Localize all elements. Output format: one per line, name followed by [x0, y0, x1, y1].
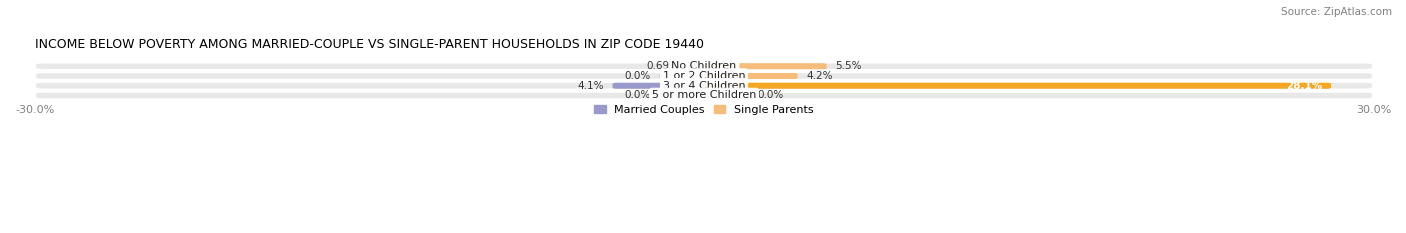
FancyBboxPatch shape: [35, 82, 1374, 90]
Text: 1 or 2 Children: 1 or 2 Children: [662, 71, 745, 81]
FancyBboxPatch shape: [704, 73, 797, 79]
Text: 3 or 4 Children: 3 or 4 Children: [662, 81, 745, 91]
FancyBboxPatch shape: [35, 72, 1374, 80]
Text: No Children: No Children: [672, 61, 737, 71]
Text: 28.1%: 28.1%: [1286, 81, 1322, 91]
FancyBboxPatch shape: [659, 93, 704, 99]
Text: 5 or more Children: 5 or more Children: [652, 90, 756, 100]
Text: INCOME BELOW POVERTY AMONG MARRIED-COUPLE VS SINGLE-PARENT HOUSEHOLDS IN ZIP COD: INCOME BELOW POVERTY AMONG MARRIED-COUPL…: [35, 38, 703, 51]
FancyBboxPatch shape: [35, 91, 1374, 100]
Text: 4.1%: 4.1%: [576, 81, 603, 91]
Text: 0.0%: 0.0%: [624, 71, 651, 81]
FancyBboxPatch shape: [613, 83, 704, 89]
Text: 0.69%: 0.69%: [647, 61, 679, 71]
Text: 5.5%: 5.5%: [835, 61, 862, 71]
FancyBboxPatch shape: [659, 73, 704, 79]
Text: Source: ZipAtlas.com: Source: ZipAtlas.com: [1281, 7, 1392, 17]
Text: 0.0%: 0.0%: [758, 90, 783, 100]
Text: 4.2%: 4.2%: [807, 71, 834, 81]
FancyBboxPatch shape: [704, 83, 1331, 89]
FancyBboxPatch shape: [704, 93, 748, 99]
Legend: Married Couples, Single Parents: Married Couples, Single Parents: [591, 100, 818, 119]
FancyBboxPatch shape: [704, 63, 827, 69]
Text: 0.0%: 0.0%: [624, 90, 651, 100]
FancyBboxPatch shape: [35, 62, 1374, 70]
FancyBboxPatch shape: [689, 63, 704, 69]
